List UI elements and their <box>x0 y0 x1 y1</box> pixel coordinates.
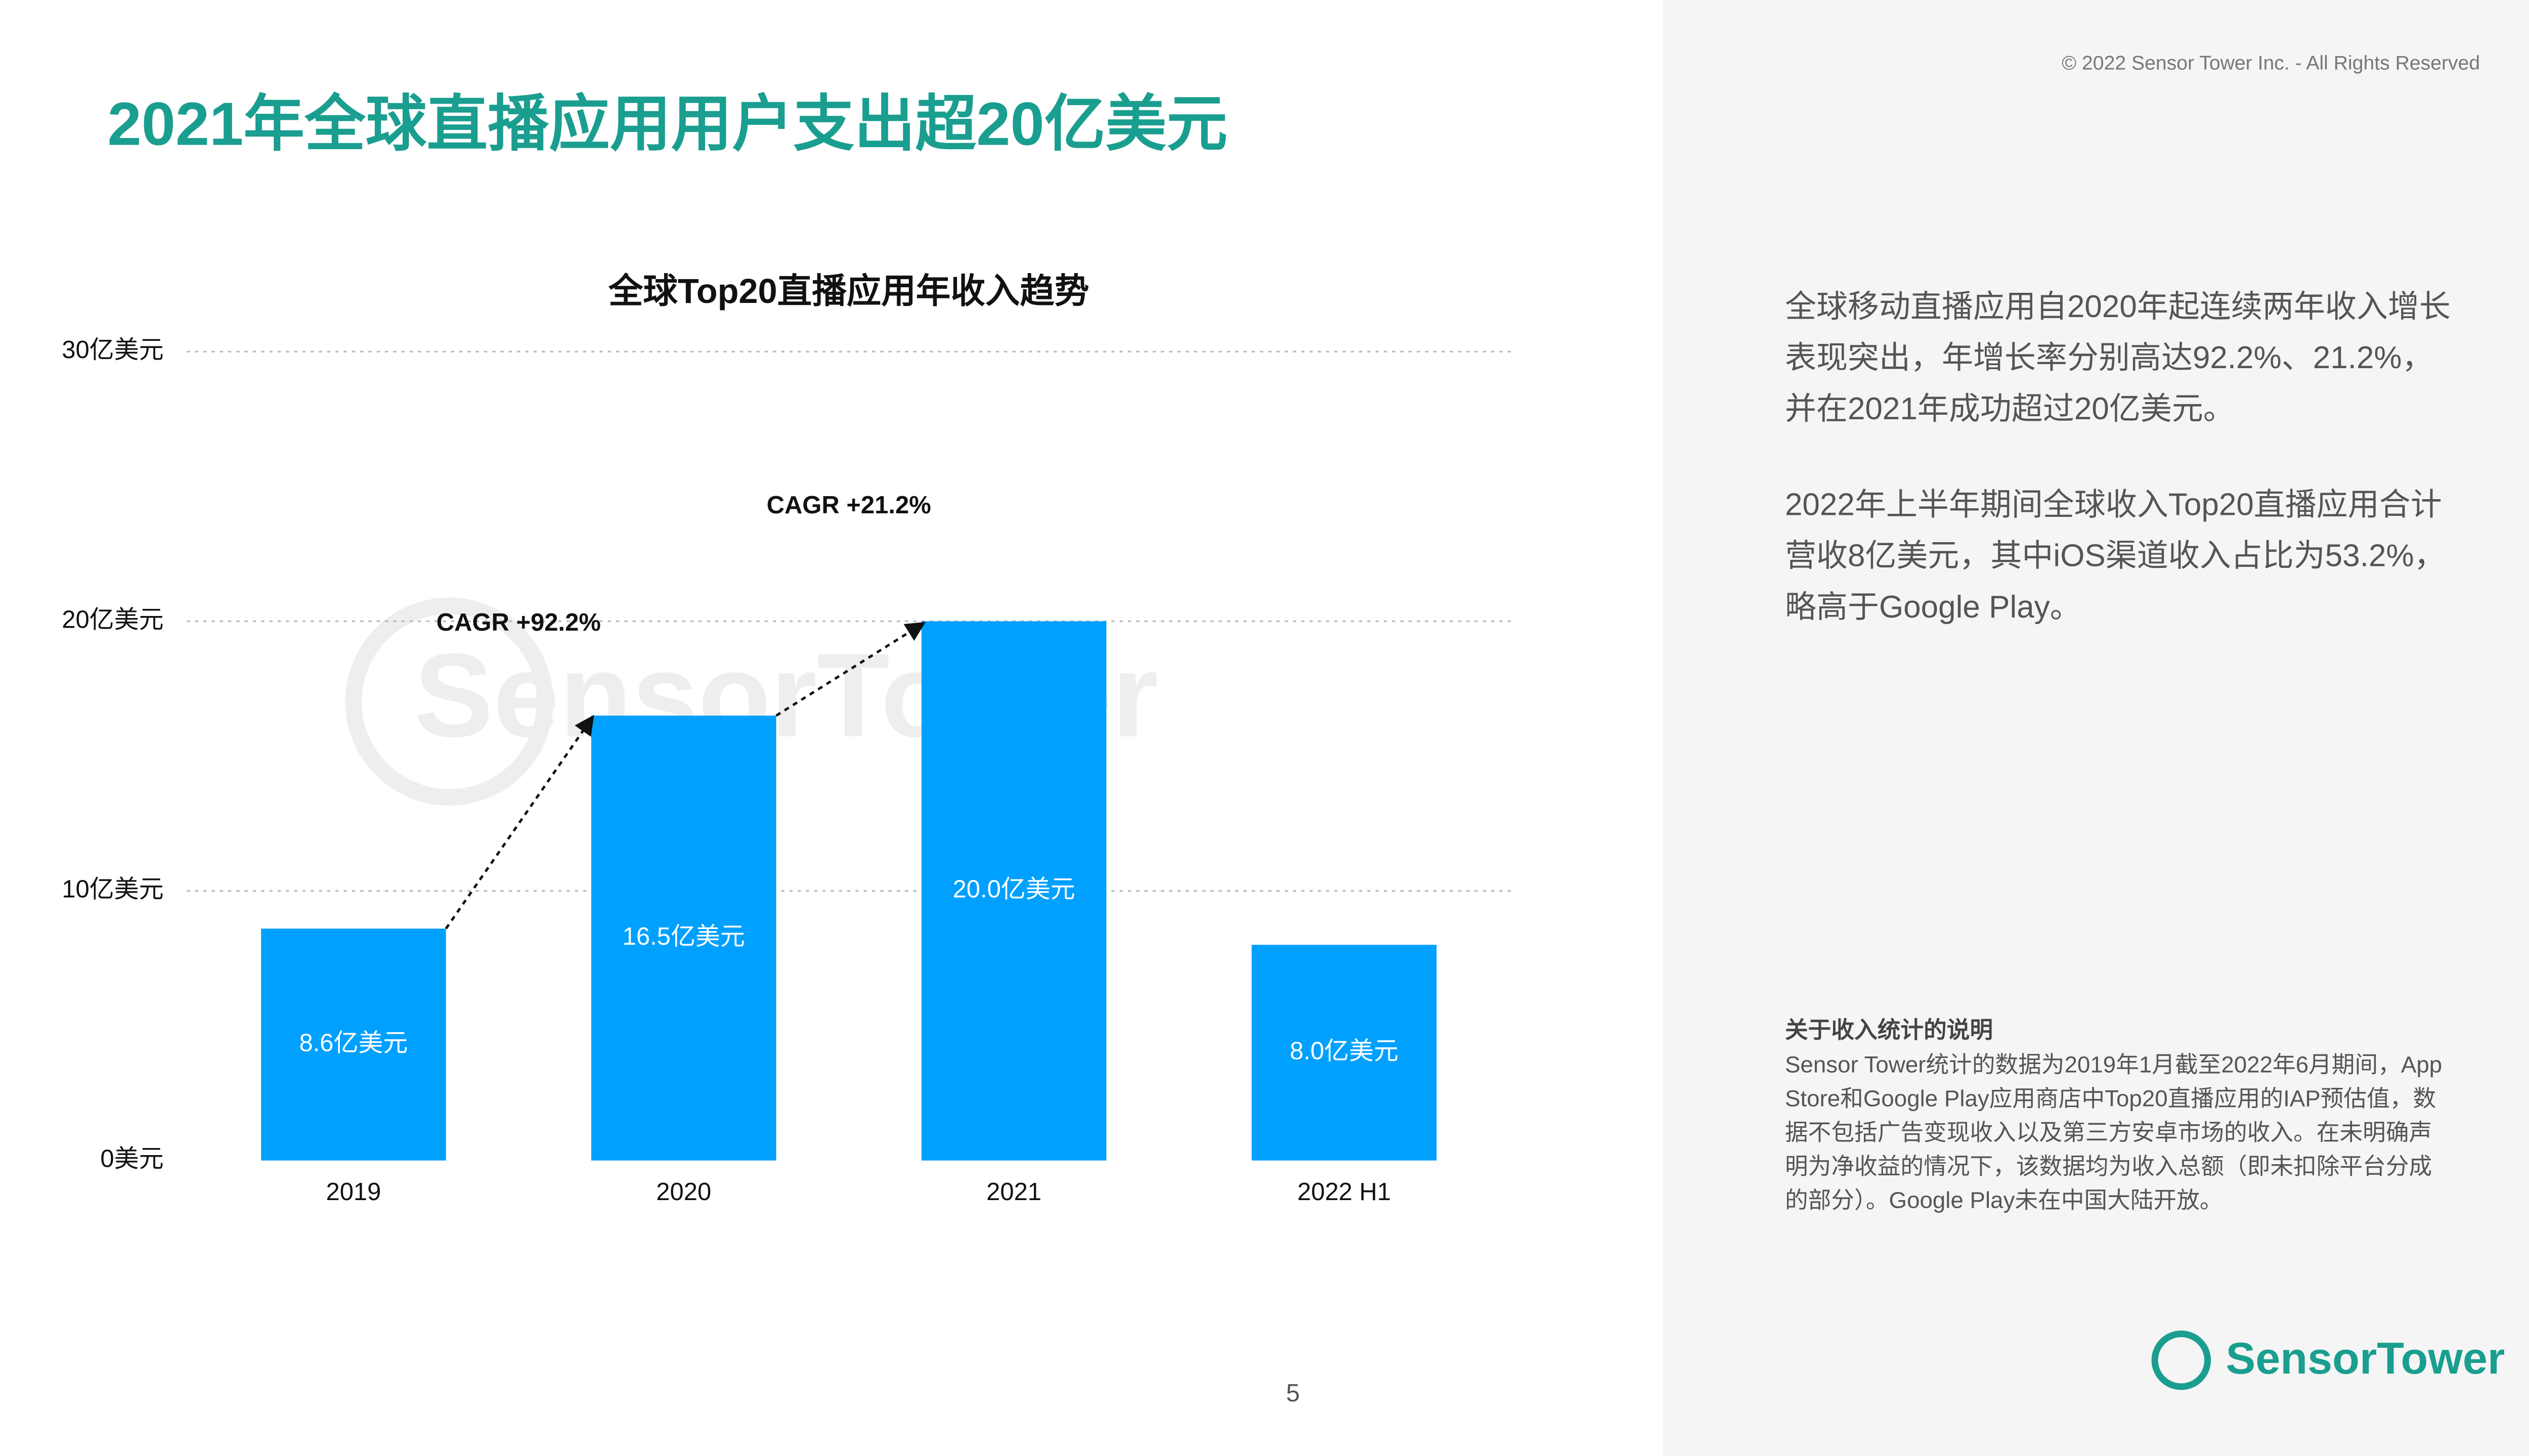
x-tick-label: 2020 <box>656 1178 711 1206</box>
side-panel <box>1663 0 2529 1456</box>
bar <box>1251 945 1437 1161</box>
paragraph-line: 2022年上半年期间全球收入Top20直播应用合计 <box>1785 487 2442 522</box>
watermark-icon <box>345 597 553 806</box>
logo: SensorTower <box>2226 1333 2505 1383</box>
paragraph-line: 全球移动直播应用自2020年起连续两年收入增长 <box>1785 289 2451 324</box>
paragraph-line: 表现突出，年增长率分别高达92.2%、21.2%， <box>1785 340 2433 375</box>
y-tick-label: 30亿美元 <box>62 336 163 364</box>
cagr-arrow <box>775 622 926 717</box>
bar <box>921 621 1107 1161</box>
paragraph-line: 营收8亿美元，其中iOS渠道收入占比为53.2%， <box>1785 539 2446 573</box>
annotation: CAGR +92.2% <box>437 609 601 636</box>
bar <box>591 716 776 1161</box>
page-title: 2021年全球直播应用用户支出超20亿美元 <box>108 90 1228 158</box>
chart-title: 全球Top20直播应用年收入趋势 <box>608 272 1089 311</box>
note-line: 的部分）。Google Play未在中国大陆开放。 <box>1785 1187 2223 1213</box>
note-line: 明为净收益的情况下，该数据均为收入总额（即未扣除平台分成 <box>1785 1153 2432 1179</box>
cagr-arrow <box>445 715 594 930</box>
copyright: © 2022 Sensor Tower Inc. - All Rights Re… <box>2062 53 2480 74</box>
x-tick-label: 2021 <box>986 1178 1041 1206</box>
x-tick-label: 2022 H1 <box>1297 1178 1391 1206</box>
value-label: 8.6亿美元 <box>299 1029 408 1056</box>
value-label: 20.0亿美元 <box>953 876 1075 903</box>
note-title: 关于收入统计的说明 <box>1785 1017 1993 1043</box>
bar <box>261 929 446 1161</box>
note-line: Sensor Tower统计的数据为2019年1月截至2022年6月期间，App <box>1785 1052 2442 1078</box>
page-number: 5 <box>1286 1380 1300 1407</box>
note-line: 据不包括广告变现收入以及第三方安卓市场的收入。在未明确声 <box>1785 1120 2432 1145</box>
paragraph-line: 略高于Google Play。 <box>1785 590 2081 625</box>
value-label: 16.5亿美元 <box>623 923 745 950</box>
y-tick-label: 20亿美元 <box>62 606 163 633</box>
y-tick-label: 10亿美元 <box>62 876 163 903</box>
note-line: Store和Google Play应用商店中Top20直播应用的IAP预估值，数 <box>1785 1086 2436 1112</box>
logo-icon <box>2151 1330 2211 1390</box>
paragraph-line: 并在2021年成功超过20亿美元。 <box>1785 391 2235 426</box>
annotation: CAGR +21.2% <box>767 492 931 519</box>
value-label: 8.0亿美元 <box>1290 1037 1399 1065</box>
y-tick-label: 0美元 <box>100 1145 163 1173</box>
x-tick-label: 2019 <box>326 1178 381 1206</box>
